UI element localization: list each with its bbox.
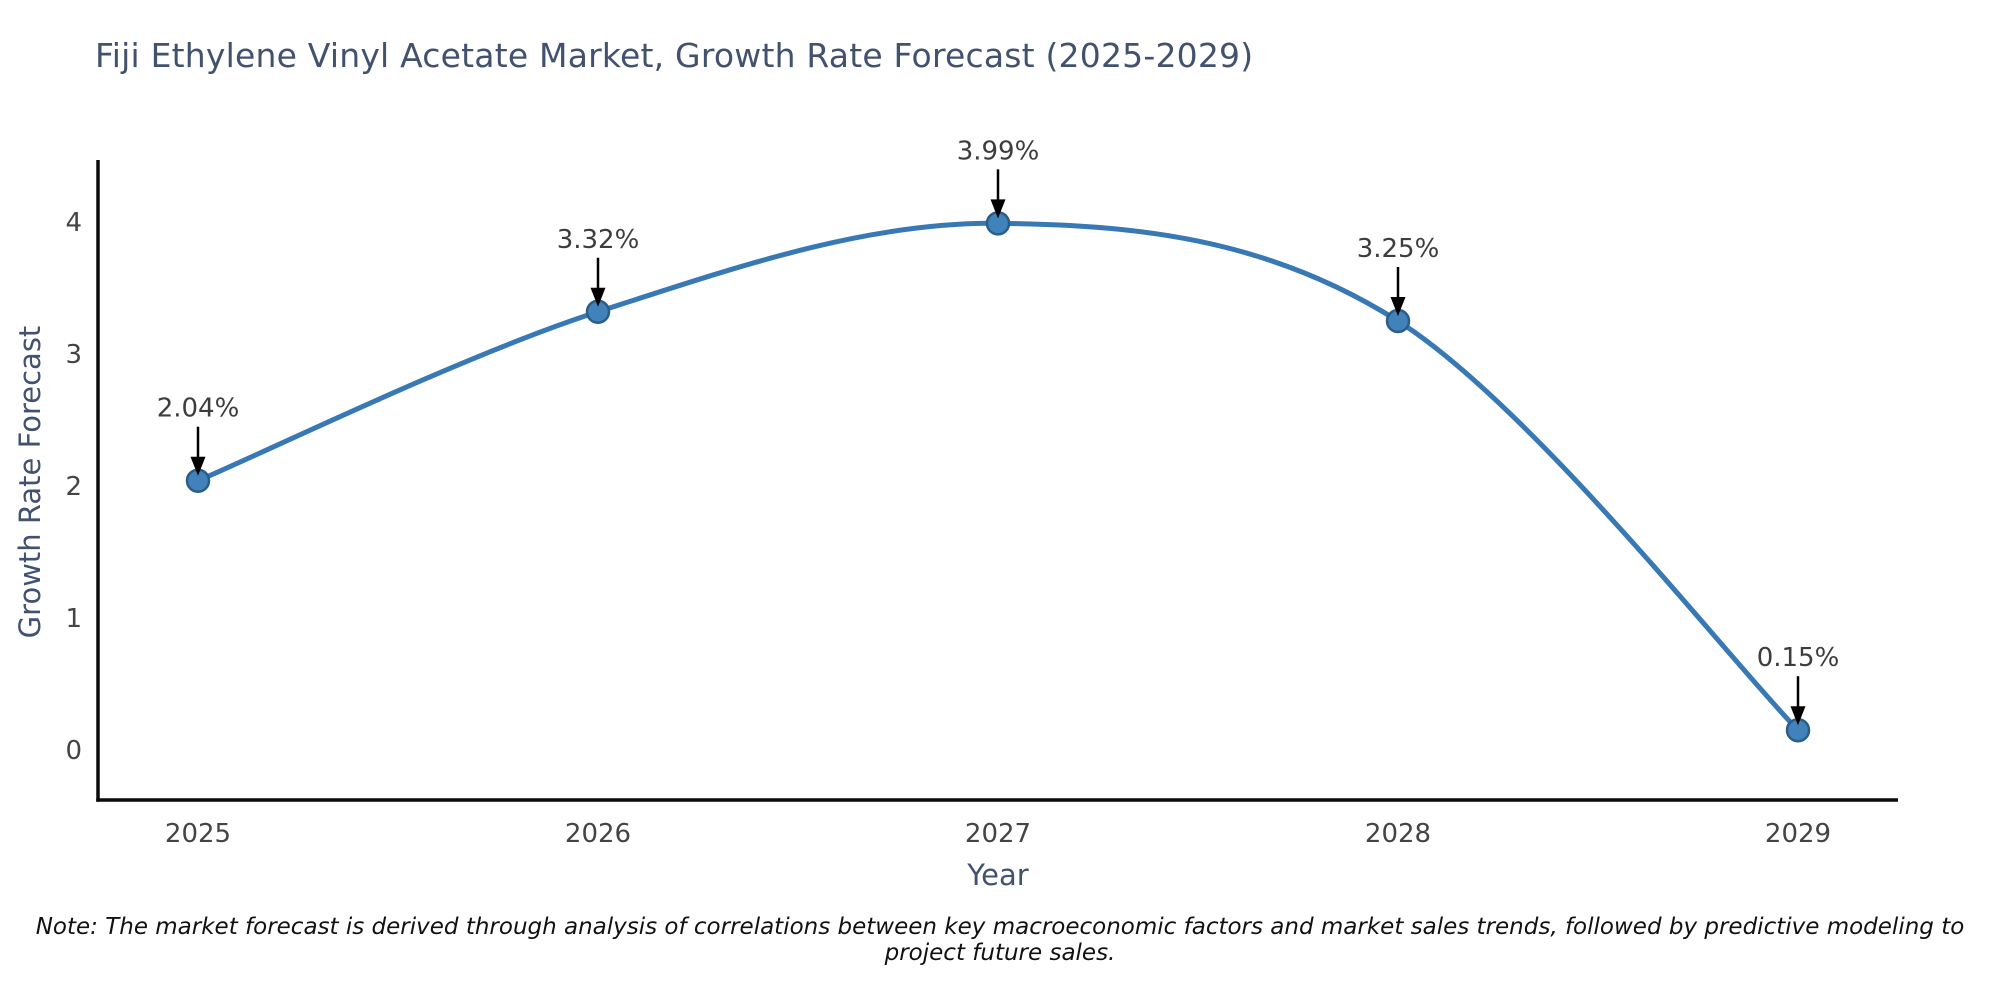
- footnote: Note: The market forecast is derived thr…: [35, 914, 1965, 966]
- y-axis-title: Growth Rate Forecast: [13, 325, 47, 639]
- forecast-line-path: [197, 220, 1800, 732]
- x-tick-label: 2029: [1765, 819, 1831, 849]
- annotation-label: 2.04%: [157, 394, 240, 424]
- x-tick-label: 2026: [565, 819, 631, 849]
- forecast-line: [197, 220, 1800, 732]
- annotation-label: 3.25%: [1357, 234, 1440, 264]
- y-tick-label: 3: [65, 340, 82, 370]
- x-tick-label: 2028: [1365, 819, 1431, 849]
- x-tick-label: 2025: [165, 819, 231, 849]
- annotation-arrow-head: [990, 199, 1006, 219]
- y-tick-label: 4: [65, 208, 82, 238]
- data-points: [185, 211, 1811, 743]
- annotation-arrow-head: [590, 287, 606, 307]
- y-tick-label: 0: [65, 736, 82, 766]
- annotation-label: 3.99%: [957, 136, 1040, 166]
- chart-title: Fiji Ethylene Vinyl Acetate Market, Grow…: [95, 36, 1254, 75]
- y-tick-label: 2: [65, 472, 82, 502]
- annotation-arrow-head: [1390, 297, 1406, 316]
- x-tick-label: 2027: [965, 819, 1031, 849]
- y-tick-label: 1: [65, 604, 82, 634]
- axes: [96, 160, 1898, 802]
- point-annotations: 2.04% 3.32% 3.99% 3.25% 0.15%: [157, 136, 1840, 726]
- annotation-label: 3.32%: [557, 225, 640, 255]
- x-axis-title: Year: [967, 858, 1029, 892]
- axis-tick-labels: 0 1 2 3 4 2025 2026 2027 2028 2029: [65, 208, 1831, 849]
- annotation-arrow-head: [1790, 706, 1806, 726]
- annotation-label: 0.15%: [1757, 643, 1840, 673]
- annotation-arrow-head: [190, 456, 206, 476]
